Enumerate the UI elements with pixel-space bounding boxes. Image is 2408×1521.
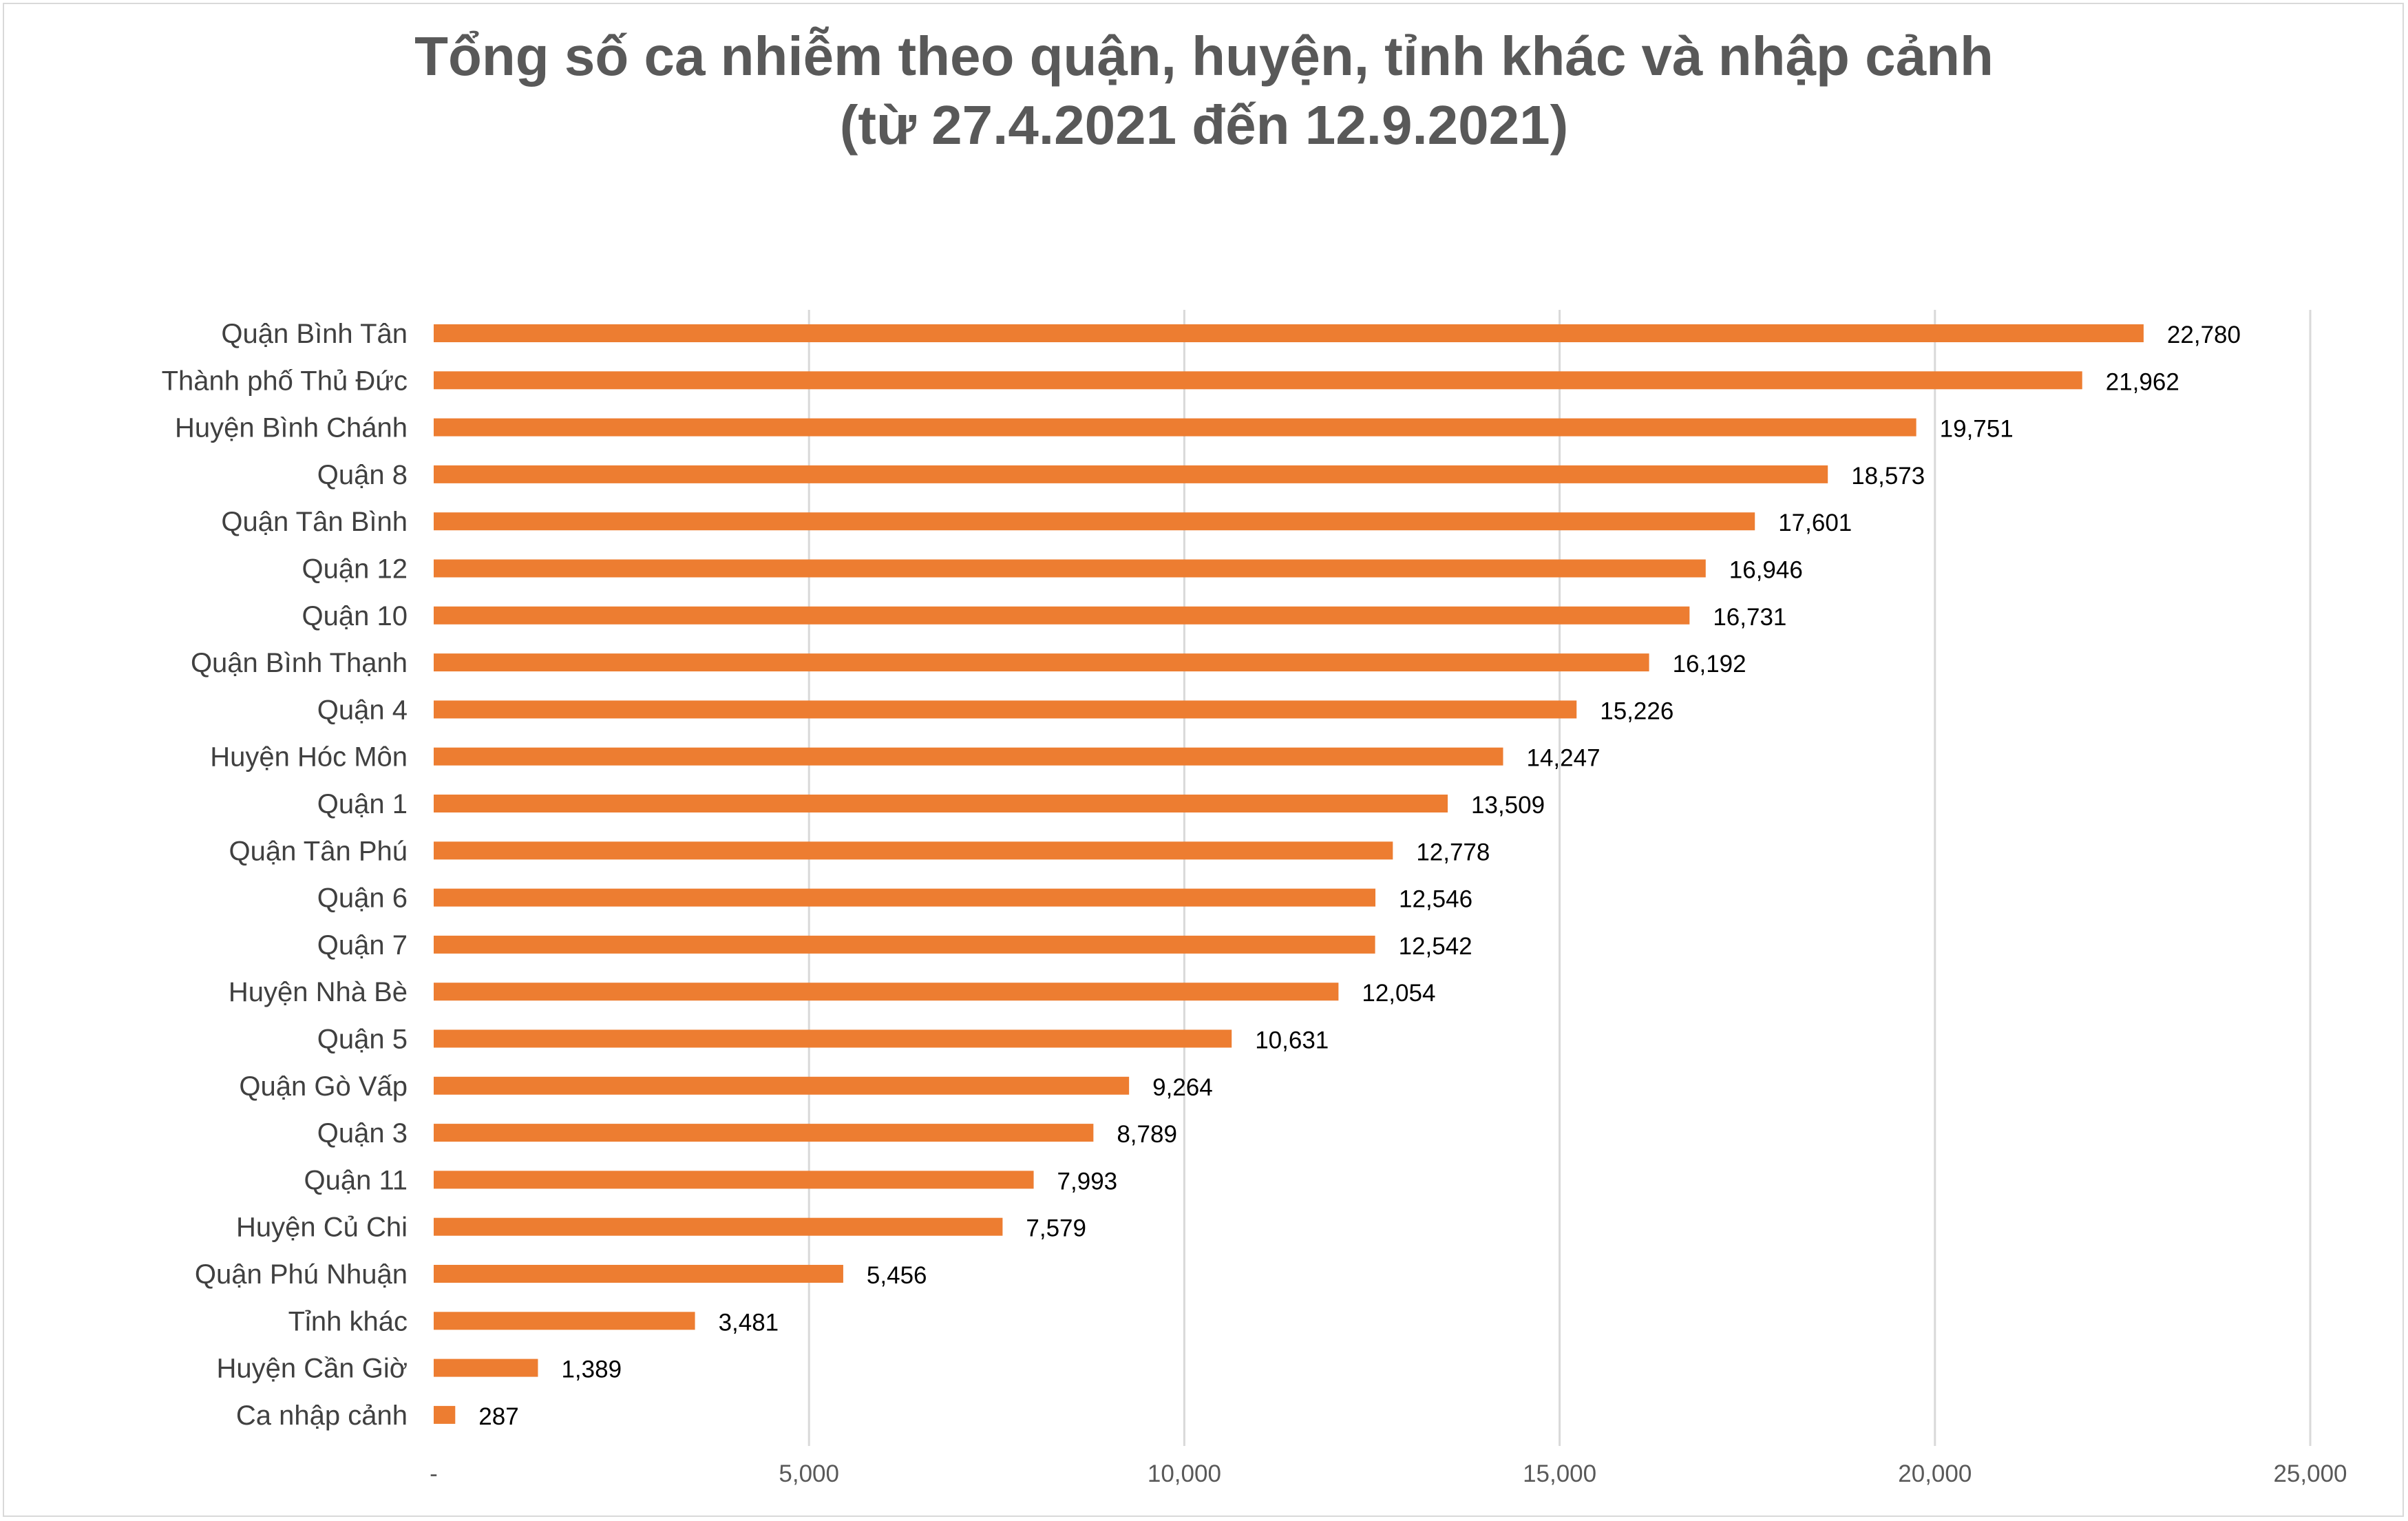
category-label: Ca nhập cảnh <box>236 1401 408 1431</box>
category-label: Thành phố Thủ Đức <box>162 366 408 396</box>
value-label: 14,247 <box>1526 745 1600 772</box>
chart-subtitle: (từ 27.4.2021 đến 12.9.2021) <box>839 94 1569 156</box>
bar <box>434 841 1393 860</box>
category-label: Huyện Nhà Bè <box>229 977 408 1007</box>
value-label: 16,731 <box>1713 604 1786 631</box>
bar <box>434 418 1916 437</box>
bar <box>434 1029 1232 1048</box>
value-label: 18,573 <box>1851 463 1925 490</box>
value-label: 22,780 <box>2167 322 2241 348</box>
category-label: Quận 1 <box>317 789 408 819</box>
chart-title: Tổng số ca nhiễm theo quận, huyện, tỉnh … <box>0 22 2408 160</box>
value-label: 5,456 <box>867 1262 927 1289</box>
value-label: 12,546 <box>1399 886 1472 913</box>
category-label: Quận Bình Tân <box>221 319 408 349</box>
category-label: Quận 6 <box>317 883 408 914</box>
x-tick-label: 10,000 <box>1148 1460 1221 1487</box>
value-label: 287 <box>478 1403 518 1430</box>
bar <box>434 1359 538 1377</box>
category-label: Huyện Củ Chi <box>236 1213 408 1243</box>
value-label: 16,192 <box>1673 651 1746 678</box>
value-label: 3,481 <box>719 1309 779 1336</box>
category-label: Tỉnh khác <box>288 1306 408 1336</box>
value-label: 9,264 <box>1152 1074 1213 1101</box>
bar <box>434 1076 1130 1095</box>
x-tick-label: 15,000 <box>1523 1460 1596 1487</box>
bar <box>434 795 1448 812</box>
value-label: 8,789 <box>1117 1121 1177 1148</box>
value-label: 10,631 <box>1255 1027 1329 1054</box>
bar <box>434 512 1755 531</box>
bar <box>434 888 1376 907</box>
bar <box>434 653 1649 672</box>
bar <box>434 465 1828 483</box>
category-label: Quận 5 <box>317 1025 408 1055</box>
category-label: Quận 7 <box>317 930 408 961</box>
value-label: 12,054 <box>1362 980 1435 1007</box>
bar <box>434 1124 1094 1142</box>
bar <box>434 747 1503 766</box>
value-label: 15,226 <box>1600 697 1673 724</box>
value-label: 1,389 <box>561 1356 622 1383</box>
bar <box>434 324 2144 342</box>
value-label: 19,751 <box>1940 416 2014 443</box>
category-label: Huyện Hóc Môn <box>210 742 408 773</box>
category-label: Quận Bình Thạnh <box>191 648 408 678</box>
value-label: 12,542 <box>1399 933 1472 960</box>
value-label: 7,579 <box>1026 1215 1086 1242</box>
bar <box>434 1405 456 1424</box>
x-tick-labels: - 5,000 10,000 15,000 20,000 25,000 <box>430 1460 2347 1487</box>
category-label: Quận Tân Phú <box>229 836 408 866</box>
bar <box>434 606 1690 625</box>
x-tick-label: - <box>430 1460 438 1487</box>
category-label: Huyện Bình Chánh <box>175 413 408 443</box>
bar <box>434 1265 843 1283</box>
x-tick-label: 25,000 <box>2273 1460 2347 1487</box>
category-label: Quận 12 <box>302 554 408 585</box>
bar <box>434 700 1577 719</box>
category-label: Quận 8 <box>317 460 408 490</box>
category-label: Quận Phú Nhuận <box>195 1259 408 1290</box>
x-tick-label: 5,000 <box>779 1460 839 1487</box>
bar <box>434 1217 1003 1236</box>
category-label: Quận 10 <box>302 601 408 631</box>
category-label: Quận Tân Bình <box>221 507 408 537</box>
category-label: Huyện Cần Giờ <box>217 1354 408 1384</box>
value-label: 17,601 <box>1778 510 1852 536</box>
category-label: Quận 4 <box>317 695 408 725</box>
value-label: 21,962 <box>2106 368 2179 395</box>
bar <box>434 1312 695 1330</box>
gridlines <box>807 310 2312 1446</box>
bar <box>434 935 1375 954</box>
category-label: Quận Gò Vấp <box>239 1071 408 1102</box>
value-label: 7,993 <box>1057 1168 1118 1195</box>
bar <box>434 1171 1034 1189</box>
category-label: Quận 11 <box>304 1165 408 1195</box>
bar <box>434 371 2082 390</box>
category-label: Quận 3 <box>317 1118 408 1148</box>
bar <box>434 559 1706 578</box>
x-tick-label: 20,000 <box>1898 1460 1972 1487</box>
chart-title-line: Tổng số ca nhiễm theo quận, huyện, tỉnh … <box>414 25 1994 87</box>
bar <box>434 983 1339 1001</box>
category-labels: Quận Bình Tân Thành phố Thủ Đức Huyện Bình… <box>162 319 408 1431</box>
value-label: 12,778 <box>1416 839 1490 866</box>
value-label: 13,509 <box>1471 792 1545 819</box>
bars <box>434 324 2144 1424</box>
value-labels: 22,780 21,962 19,751 18,573 17,601 16,946 16,7… <box>478 322 2241 1430</box>
value-label: 16,946 <box>1729 557 1803 584</box>
